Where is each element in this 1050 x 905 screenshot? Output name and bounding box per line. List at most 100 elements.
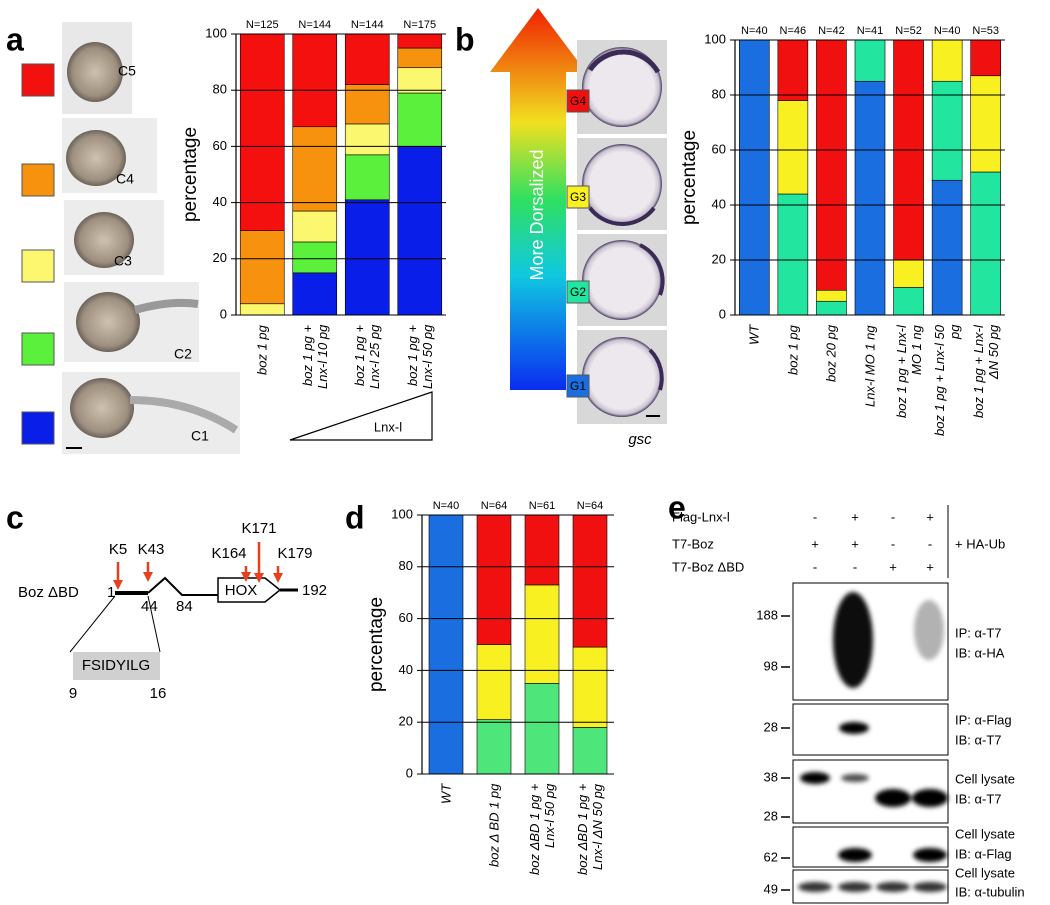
motif-end: 16 bbox=[150, 685, 167, 702]
bar-segment bbox=[777, 193, 809, 316]
x-tick-label: WT bbox=[746, 325, 762, 346]
legend-label: C4 bbox=[116, 171, 134, 187]
blot-label: IB: α-Flag bbox=[955, 846, 1012, 861]
x-tick-label: boz 1 pg + Lnx-l 50 pg bbox=[932, 325, 963, 436]
blot-label: IB: α-T7 bbox=[955, 732, 1002, 747]
bar-segment bbox=[524, 683, 560, 775]
position-label: 192 bbox=[302, 582, 327, 599]
bar-segment bbox=[292, 210, 338, 243]
legend-swatch bbox=[566, 185, 590, 209]
sign: - bbox=[813, 509, 817, 524]
blot-label: IB: α-HA bbox=[955, 645, 1005, 660]
legend-swatch bbox=[566, 89, 590, 113]
marker: 28 bbox=[764, 808, 778, 823]
position-label: 44 bbox=[141, 598, 158, 615]
panel-label: a bbox=[6, 21, 24, 57]
sign: + bbox=[851, 509, 859, 524]
cotreatment: + HA-Ub bbox=[955, 536, 1005, 551]
lysine-label: K43 bbox=[138, 541, 165, 558]
x-tick-label: boz Δ BD 1 pg bbox=[486, 784, 502, 868]
y-tick-label: 60 bbox=[712, 141, 726, 156]
arrow-label: More Dorsalized bbox=[527, 149, 547, 280]
bar-segment bbox=[816, 39, 847, 291]
y-tick-label: 80 bbox=[213, 82, 227, 97]
x-tick-label: boz 1 pg + Lnx-l MO 1 ng bbox=[893, 325, 924, 418]
blot-label: Cell lysate bbox=[955, 865, 1015, 880]
y-axis-label: percentage bbox=[679, 130, 700, 225]
n-label: N=64 bbox=[481, 500, 508, 512]
marker: 38 bbox=[764, 769, 778, 784]
y-axis-label: percentage bbox=[366, 597, 387, 692]
bar-segment bbox=[931, 39, 963, 82]
bar-segment bbox=[476, 719, 512, 775]
x-tick-label: boz 1 pg + Lnx-l 50 pg bbox=[404, 325, 435, 390]
condition-signs: - + - + + + - - - - + + bbox=[811, 509, 934, 574]
condition-name: Flag-Lnx-l bbox=[672, 509, 730, 524]
bar-segment bbox=[397, 47, 443, 69]
marker: 49 bbox=[764, 881, 778, 896]
blot-label: IP: α-Flag bbox=[955, 712, 1012, 727]
bar-segment bbox=[397, 92, 443, 147]
bar-segment bbox=[476, 514, 512, 645]
bar-segment bbox=[816, 300, 847, 316]
motif: FSIDYILG bbox=[82, 657, 150, 674]
blot-label: IB: α-tubulin bbox=[955, 884, 1025, 899]
lysine-label: K5 bbox=[109, 541, 127, 558]
panel-label: e bbox=[668, 489, 686, 525]
bar-segment bbox=[292, 33, 338, 128]
legend-label: G2 bbox=[570, 285, 586, 299]
legend-label: C5 bbox=[118, 63, 136, 79]
sign: - bbox=[928, 536, 932, 551]
bar-segment bbox=[292, 241, 338, 274]
n-label: N=61 bbox=[529, 500, 556, 512]
legend-label: C1 bbox=[191, 428, 209, 444]
bar-segment bbox=[572, 514, 608, 648]
bar-segment bbox=[777, 100, 809, 195]
x-tick-label: boz ΔBD 1 pg + Lnx-l ΔN 50 pg bbox=[575, 784, 605, 876]
sign: - bbox=[813, 559, 817, 574]
markers: 188 98 28 38 28 62 49 bbox=[756, 607, 778, 896]
y-tick-label: 40 bbox=[213, 194, 227, 209]
bar-segment bbox=[476, 644, 512, 720]
y-tick-label: 0 bbox=[719, 306, 726, 321]
y-tick-label: 20 bbox=[399, 714, 413, 729]
bar-segment bbox=[970, 171, 1002, 316]
blot-label: Cell lysate bbox=[955, 826, 1015, 841]
legend-swatch bbox=[566, 374, 590, 398]
blot-label: IB: α-T7 bbox=[955, 791, 1002, 806]
x-tick-label: boz ΔBD 1 pg + Lnx-l 50 pg bbox=[527, 784, 557, 876]
sign: + bbox=[851, 536, 859, 551]
bar-segment bbox=[239, 303, 285, 316]
y-tick-label: 100 bbox=[391, 506, 413, 521]
blot-label: Cell lysate bbox=[955, 771, 1015, 786]
n-label: N=52 bbox=[895, 25, 922, 37]
marker: 98 bbox=[764, 658, 778, 673]
bar-segment bbox=[428, 514, 464, 775]
legend-swatch bbox=[21, 249, 55, 283]
position-label: 84 bbox=[176, 598, 193, 615]
protein-diagram bbox=[69, 576, 298, 680]
blot-bands bbox=[798, 592, 948, 892]
x-tick-label: boz 1 pg bbox=[254, 325, 270, 375]
sign: + bbox=[926, 509, 934, 524]
n-label: N=46 bbox=[780, 25, 807, 37]
y-tick-label: 0 bbox=[220, 306, 227, 321]
motif-start: 9 bbox=[69, 685, 77, 702]
blots bbox=[792, 582, 949, 904]
bar-segment bbox=[572, 727, 608, 775]
n-label: N=40 bbox=[741, 25, 768, 37]
marker: 28 bbox=[764, 719, 778, 734]
condition-name: T7-Boz bbox=[672, 536, 714, 551]
y-tick-label: 0 bbox=[406, 765, 413, 780]
marker: 188 bbox=[756, 607, 778, 622]
y-axis-label: percentage bbox=[180, 127, 201, 222]
n-label: N=144 bbox=[298, 19, 331, 31]
x-tick-label: boz 1 pg + Lnx-l 25 pg bbox=[352, 325, 383, 390]
bar-segment bbox=[931, 80, 963, 181]
x-tick-label: boz 1 pg bbox=[785, 325, 801, 375]
bar-segment bbox=[970, 39, 1002, 77]
embryo-images-a bbox=[62, 22, 240, 454]
bar-segment bbox=[854, 80, 886, 316]
